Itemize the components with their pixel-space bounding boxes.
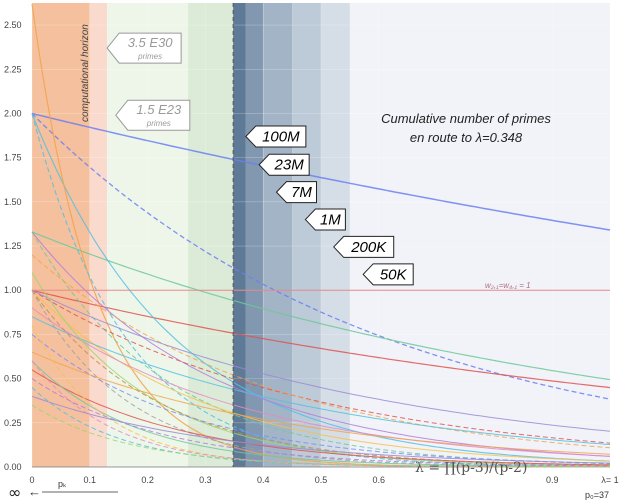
history-badges: 3.5 E30 primes 1.5 E23 primes xyxy=(106,32,191,131)
band-8 xyxy=(321,3,350,467)
y-tick-label: 2.25 xyxy=(4,64,22,74)
history-badge-0 xyxy=(106,32,182,64)
y-tick-label: 2.00 xyxy=(4,108,22,118)
band-5 xyxy=(245,3,264,467)
history-badge-sub: primes xyxy=(137,52,162,61)
series-line-o xyxy=(31,307,611,457)
y-tick-label: 2.50 xyxy=(4,20,22,30)
band-7 xyxy=(292,3,321,467)
chart-title-line-2: en route to λ=0.348 xyxy=(410,130,523,145)
series-line-t xyxy=(31,351,611,455)
prime-count-markers: 100M 23M 7M 1M 200K 50K xyxy=(245,125,414,286)
infinity-symbol: ∞ xyxy=(8,483,21,502)
y-tick-label: 1.75 xyxy=(4,153,22,163)
series-line-m xyxy=(31,289,611,462)
series-line-d xyxy=(31,289,611,389)
series-lines xyxy=(31,3,611,468)
band-4 xyxy=(233,3,246,467)
marker-badge-2 xyxy=(275,181,317,204)
lambda-formula: λ = ∏(p-3)/(p-2) xyxy=(415,460,527,476)
shaded-bands xyxy=(32,3,610,467)
band-1 xyxy=(89,3,108,467)
series-line-p xyxy=(31,272,611,467)
x-tick-label: 0.2 xyxy=(141,475,154,485)
series-line-a xyxy=(31,112,611,231)
marker-badge-label: 100M xyxy=(262,128,300,145)
series-line-i xyxy=(31,289,611,444)
band-9 xyxy=(349,3,610,467)
history-badge-value: 1.5 E23 xyxy=(136,102,182,117)
y-tick-label: 0.25 xyxy=(4,418,22,428)
series-line-aa xyxy=(31,395,611,464)
y-tick-label: 1.00 xyxy=(4,285,22,295)
x-tick-label: 0.6 xyxy=(373,475,386,485)
marker-badge-1 xyxy=(258,153,310,176)
history-badge-value: 3.5 E30 xyxy=(128,35,174,50)
series-line-z xyxy=(31,360,610,468)
marker-badge-label: 50K xyxy=(380,266,408,283)
computational-horizon-label: computational horizon xyxy=(80,24,91,122)
x-tick-label: 0.4 xyxy=(257,475,270,485)
marker-badge-label: 7M xyxy=(291,184,312,201)
arrow-left-icon: ← xyxy=(28,484,41,499)
marker-badge-4 xyxy=(333,235,395,258)
chart-title-line-1: Cumulative number of primes xyxy=(381,111,551,126)
x-tick-label: 0 xyxy=(29,475,34,485)
series-line-c xyxy=(31,231,611,381)
history-badge-1 xyxy=(115,99,191,131)
band-0 xyxy=(32,3,90,467)
marker-badge-3 xyxy=(304,208,346,231)
marker-badge-label: 1M xyxy=(320,212,341,229)
y-tick-label: 0.50 xyxy=(4,374,22,384)
series-line-y xyxy=(31,325,611,468)
x-tick-label: 0.9 xyxy=(546,475,559,485)
y-tick-labels: 0.00 0.25 0.50 0.75 1.00 1.25 1.50 1.75 2.00 2.25… xyxy=(4,20,22,472)
band-6 xyxy=(263,3,293,467)
series-line-l xyxy=(31,289,611,432)
x-tick-labels: 0 0.1 0.2 0.3 0.4 0.5 0.6 0.9 λ= 1 xyxy=(29,475,618,485)
y-tick-label: 1.25 xyxy=(4,241,22,251)
marker-badge-5 xyxy=(362,263,414,286)
w-ref-label: w₂,₁=w₄,₁ = 1 xyxy=(485,281,531,290)
x-tick-label: 0.3 xyxy=(199,475,212,485)
pk-label: pₖ xyxy=(58,479,67,489)
series-line-ab xyxy=(31,404,610,468)
p0-label: p₀=37 xyxy=(585,490,609,500)
y-tick-label: 0.75 xyxy=(4,329,22,339)
series-line-e xyxy=(31,113,611,462)
x-tick-label: 0.5 xyxy=(315,475,328,485)
series-line-b xyxy=(31,113,611,400)
series-line-u xyxy=(31,369,610,466)
y-tick-label: 0.00 xyxy=(4,462,22,472)
marker-badge-label: 200K xyxy=(350,239,387,256)
x-tick-label: λ= 1 xyxy=(601,475,618,485)
band-3 xyxy=(188,3,234,467)
series-line-n xyxy=(31,316,611,445)
x-tick-label: 0.1 xyxy=(84,475,97,485)
series-line-q xyxy=(31,289,610,466)
series-line-k xyxy=(31,254,611,449)
marker-badge-label: 23M xyxy=(274,157,305,174)
history-badge-sub: primes xyxy=(146,119,171,128)
marker-badge-0 xyxy=(245,125,307,148)
series-line-w xyxy=(31,378,610,467)
series-line-h xyxy=(31,231,611,457)
chart-title: Cumulative number of primes en route to … xyxy=(381,111,551,145)
y-tick-label: 1.50 xyxy=(4,197,22,207)
